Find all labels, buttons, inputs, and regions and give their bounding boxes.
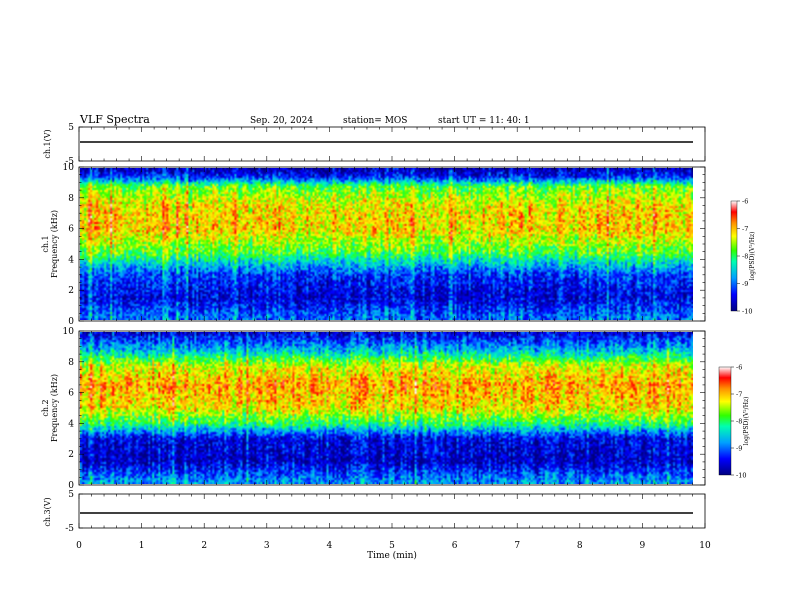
svg-text:Frequency (kHz): Frequency (kHz) xyxy=(50,210,59,278)
x-tick-label: 1 xyxy=(139,541,145,551)
ch1-colorbar xyxy=(730,200,738,312)
start-time-label: start UT = 11: 40: 1 xyxy=(438,116,530,126)
y-tick-label: 6 xyxy=(68,225,74,235)
y-tick-label: 6 xyxy=(68,389,74,399)
ch1-voltage-ylabel: ch.1(V) xyxy=(43,129,52,158)
y-tick-label: 2 xyxy=(68,450,74,460)
x-axis-label: Time (min) xyxy=(367,550,417,561)
ch3-voltage-ylabel: ch.3(V) xyxy=(43,497,52,526)
svg-text:ch.1(V): ch.1(V) xyxy=(43,129,52,158)
ch3-voltage-panel xyxy=(78,493,706,529)
colorbar-tick-label: -8 xyxy=(736,418,742,426)
y-tick-label: 8 xyxy=(68,194,74,204)
x-tick-label: 6 xyxy=(452,541,458,551)
x-tick-label: 5 xyxy=(389,541,395,551)
date-label: Sep. 20, 2024 xyxy=(250,116,313,126)
y-tick-label: 0 xyxy=(68,481,74,491)
svg-text:ch.1: ch.1 xyxy=(41,235,50,252)
x-tick-label: 10 xyxy=(699,541,711,551)
ch2-spectrogram-ylabel: ch.2 Frequency (kHz) xyxy=(41,374,59,442)
ch1-spectrogram-ylabel: ch.1 Frequency (kHz) xyxy=(41,210,59,278)
colorbar-tick-label: -7 xyxy=(736,391,742,399)
x-tick-label: 0 xyxy=(76,541,82,551)
y-tick-label: 10 xyxy=(63,327,75,337)
colorbar-tick-label: -8 xyxy=(742,253,748,261)
colorbar-tick-label: -6 xyxy=(742,198,748,206)
y-tick-label: 5 xyxy=(68,490,74,500)
station-label: station= MOS xyxy=(343,116,407,126)
ch1-voltage-panel xyxy=(78,126,706,162)
y-tick-label: -5 xyxy=(65,157,74,167)
ch1-spectrogram-image xyxy=(80,168,693,320)
x-tick-label: 3 xyxy=(264,541,270,551)
svg-text:ch.3(V): ch.3(V) xyxy=(43,497,52,526)
colorbar-tick-label: -10 xyxy=(742,308,752,316)
figure-title: VLF Spectra xyxy=(79,113,150,126)
x-tick-label: 8 xyxy=(577,541,583,551)
svg-text:Frequency (kHz): Frequency (kHz) xyxy=(50,374,59,442)
y-tick-label: 2 xyxy=(68,286,74,296)
colorbar-tick-label: -7 xyxy=(742,225,748,233)
y-tick-label: 4 xyxy=(68,419,74,429)
x-tick-label: 2 xyxy=(201,541,207,551)
ch2-colorbar xyxy=(718,366,732,476)
svg-text:ch.2: ch.2 xyxy=(41,399,50,416)
y-tick-label: 8 xyxy=(68,358,74,368)
colorbar-tick-label: -9 xyxy=(736,445,742,453)
colorbar-label: log(PSD)(V²/Hz) xyxy=(749,232,756,281)
colorbar-label: log(PSD)(V²/Hz) xyxy=(743,397,750,446)
y-tick-label: 10 xyxy=(63,163,75,173)
x-tick-label: 7 xyxy=(514,541,520,551)
y-tick-label: -5 xyxy=(65,524,74,534)
colorbar-tick-label: -6 xyxy=(736,364,742,372)
y-tick-label: 0 xyxy=(68,317,74,327)
colorbar-tick-label: -10 xyxy=(736,472,746,480)
x-tick-label: 4 xyxy=(327,541,333,551)
y-tick-label: 4 xyxy=(68,255,74,265)
y-tick-label: 5 xyxy=(68,123,74,133)
colorbar-tick-label: -9 xyxy=(742,280,748,288)
x-tick-label: 9 xyxy=(640,541,646,551)
ch2-spectrogram-image xyxy=(80,332,693,484)
